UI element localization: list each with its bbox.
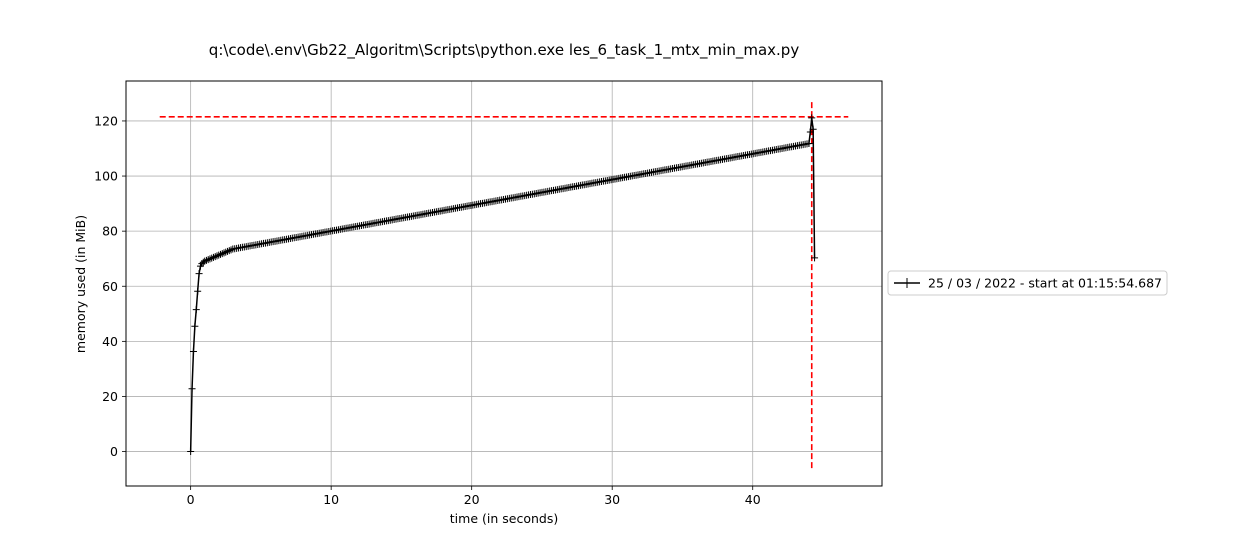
data-point-marker bbox=[811, 254, 819, 262]
legend-plus-marker-icon bbox=[902, 278, 912, 288]
legend: 25 / 03 / 2022 - start at 01:15:54.687 bbox=[887, 270, 1168, 296]
plot-frame bbox=[125, 80, 883, 487]
data-point-marker bbox=[191, 322, 199, 330]
data-point-marker bbox=[202, 256, 210, 264]
y-tick-label: 80 bbox=[102, 224, 118, 239]
x-tick-label: 40 bbox=[745, 492, 761, 507]
legend-box bbox=[887, 270, 1168, 296]
x-tick-label: 0 bbox=[187, 492, 195, 507]
y-tick-label: 20 bbox=[102, 389, 118, 404]
grid-lines bbox=[126, 81, 882, 486]
data-point-marker bbox=[224, 247, 232, 255]
data-point-marker bbox=[217, 250, 224, 258]
data-point-marker bbox=[195, 270, 203, 278]
x-tick-label: 30 bbox=[604, 492, 620, 507]
data-point-marker bbox=[225, 247, 233, 255]
data-point-marker bbox=[194, 287, 202, 295]
data-point-marker bbox=[204, 256, 212, 264]
y-tick-label: 120 bbox=[94, 113, 118, 128]
y-tick-label: 60 bbox=[102, 279, 118, 294]
data-point-marker bbox=[218, 250, 226, 258]
data-point-marker bbox=[805, 140, 813, 148]
data-point-marker bbox=[222, 248, 230, 256]
y-tick-label: 100 bbox=[94, 169, 118, 184]
data-point-marker bbox=[188, 385, 196, 393]
data-point-marker bbox=[201, 257, 209, 265]
data-point-marker bbox=[215, 251, 223, 259]
data-point-marker bbox=[808, 114, 816, 122]
series-group bbox=[187, 114, 819, 456]
x-tick-label: 10 bbox=[323, 492, 339, 507]
data-point-marker bbox=[189, 348, 197, 356]
data-point-marker bbox=[187, 448, 195, 456]
x-axis-label: time (in seconds) bbox=[450, 511, 558, 526]
y-tick-label: 0 bbox=[110, 444, 118, 459]
data-point-marker bbox=[206, 255, 214, 263]
y-axis-label: memory used (in MiB) bbox=[73, 215, 88, 353]
data-point-marker bbox=[211, 253, 219, 261]
data-point-marker bbox=[220, 249, 228, 257]
data-point-marker bbox=[809, 125, 817, 133]
reference-lines bbox=[159, 100, 849, 469]
y-tick-label: 40 bbox=[102, 334, 118, 349]
data-point-marker bbox=[192, 306, 200, 314]
legend-entry-label: 25 / 03 / 2022 - start at 01:15:54.687 bbox=[928, 276, 1162, 291]
data-point-marker bbox=[208, 254, 216, 262]
data-point-marker bbox=[227, 246, 235, 254]
chart-title: q:\code\.env\Gb22_Algoritm\Scripts\pytho… bbox=[209, 41, 800, 60]
x-tick-label: 20 bbox=[464, 492, 480, 507]
data-point-marker bbox=[209, 253, 217, 261]
axis-ticks: 0 10 20 30 40 0 20 40 60 80 100 120 bbox=[94, 113, 761, 507]
data-point-marker bbox=[213, 252, 221, 260]
